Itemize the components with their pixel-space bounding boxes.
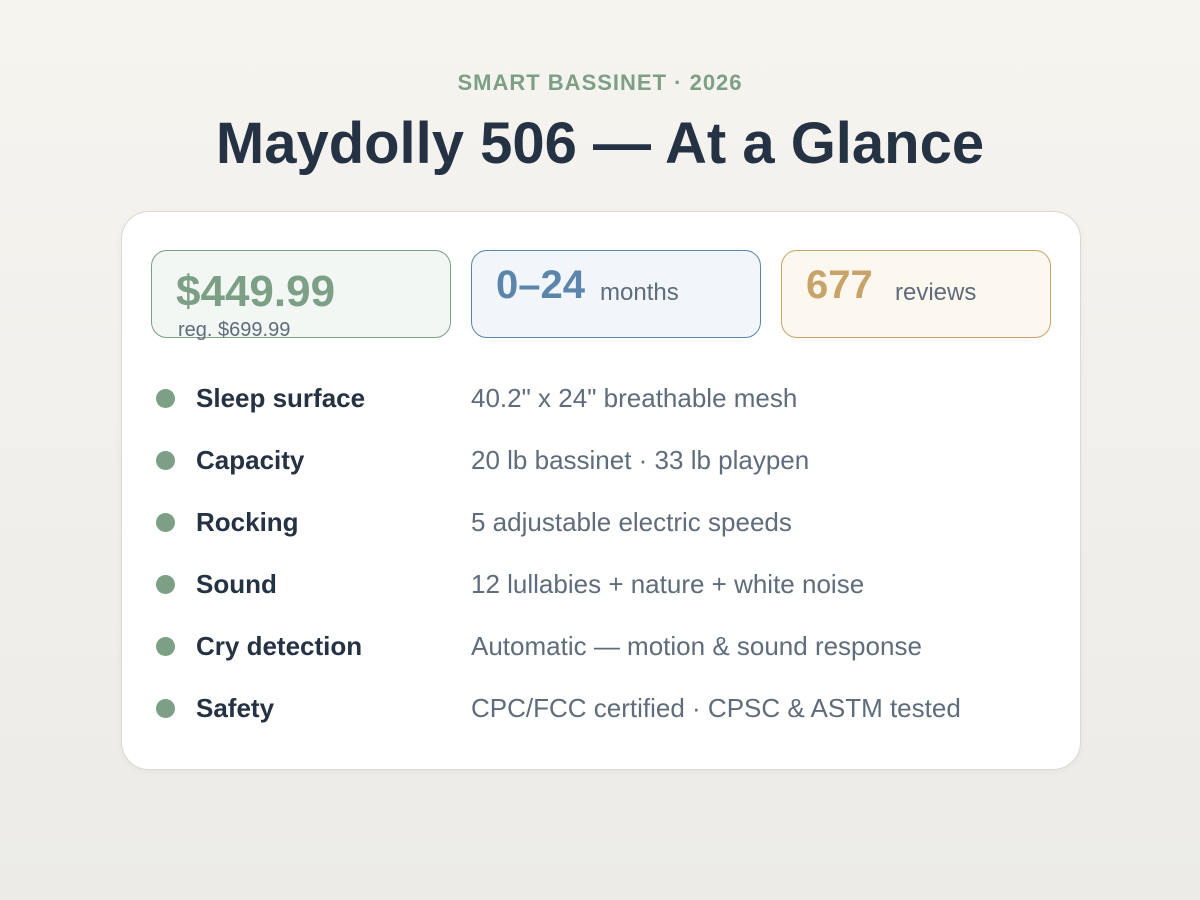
spec-row-sleep-surface: Sleep surface 40.2" x 24" breathable mes… — [122, 380, 1080, 420]
bullet-dot-icon — [156, 637, 175, 656]
spec-value: Automatic — motion & sound response — [471, 631, 922, 661]
reviews-stat: 677 reviews — [781, 250, 1051, 338]
spec-value: 12 lullabies + nature + white noise — [471, 569, 865, 599]
spec-card: $449.99 reg. $699.99 0–24 months 677 rev… — [121, 211, 1081, 770]
spec-label: Sound — [196, 569, 277, 599]
price-stat: $449.99 reg. $699.99 — [151, 250, 451, 341]
spec-label: Capacity — [196, 445, 305, 475]
spec-row-cry-detection: Cry detection Automatic — motion & sound… — [122, 628, 1080, 668]
review-count: 677 — [806, 263, 873, 307]
bullet-dot-icon — [156, 389, 175, 408]
spec-value: 5 adjustable electric speeds — [471, 507, 792, 537]
bullet-dot-icon — [156, 575, 175, 594]
spec-row-sound: Sound 12 lullabies + nature + white nois… — [122, 566, 1080, 606]
spec-row-capacity: Capacity 20 lb bassinet · 33 lb playpen — [122, 442, 1080, 482]
spec-value: 40.2" x 24" breathable mesh — [471, 383, 798, 413]
regular-price: reg. $699.99 — [178, 319, 291, 341]
spec-label: Safety — [196, 693, 275, 723]
bullet-dot-icon — [156, 513, 175, 532]
age-unit: months — [600, 279, 679, 306]
spec-value: 20 lb bassinet · 33 lb playpen — [471, 445, 810, 475]
spec-label: Rocking — [196, 507, 299, 537]
age-range-value: 0–24 — [496, 263, 585, 307]
review-unit: reviews — [895, 279, 977, 306]
spec-value: CPC/FCC certified · CPSC & ASTM tested — [471, 693, 961, 723]
price-value: $449.99 — [176, 267, 336, 316]
bullet-dot-icon — [156, 699, 175, 718]
eyebrow-label: SMART BASSINET · 2026 — [457, 70, 743, 95]
age-stat: 0–24 months — [471, 250, 761, 338]
spec-label: Sleep surface — [196, 383, 366, 413]
spec-label: Cry detection — [196, 631, 363, 661]
bullet-dot-icon — [156, 451, 175, 470]
page-title: Maydolly 506 — At a Glance — [215, 111, 985, 176]
spec-row-safety: Safety CPC/FCC certified · CPSC & ASTM t… — [122, 690, 1080, 730]
spec-row-rocking: Rocking 5 adjustable electric speeds — [122, 504, 1080, 544]
